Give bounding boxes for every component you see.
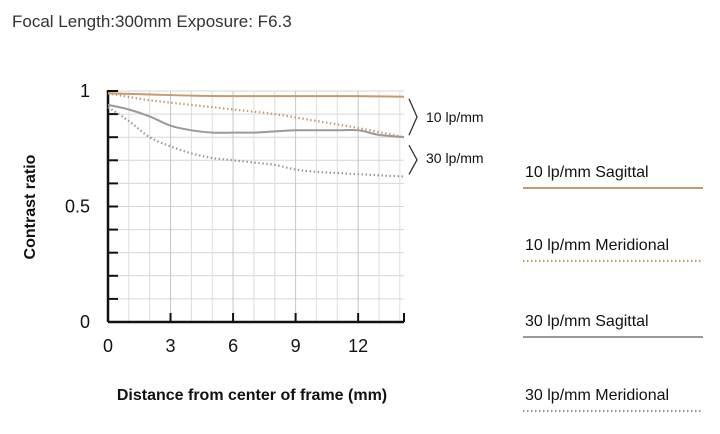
series-line-10-lp-mm-meridional <box>107 92 405 139</box>
x-tick-label: 0 <box>103 336 113 356</box>
group-label-10-lpmm: 10 lp/mm <box>426 109 484 125</box>
x-tick-label: 6 <box>228 336 238 356</box>
frequency-group-labels: 10 lp/mm 30 lp/mm <box>408 98 484 175</box>
legend-label: 30 lp/mm Sagittal <box>525 313 649 330</box>
axes <box>106 90 405 324</box>
x-tick-label: 12 <box>348 336 368 356</box>
series-line-10-lp-mm-sagittal <box>107 92 405 98</box>
legend-label: 10 lp/mm Meridional <box>525 237 669 254</box>
grid <box>108 90 404 322</box>
y-tick-label: 0.5 <box>65 197 90 217</box>
y-tick-label: 0 <box>80 312 90 332</box>
group-label-30-lpmm: 30 lp/mm <box>426 150 484 166</box>
chart-title: Focal Length:300mm Exposure: F6.3 <box>12 12 292 31</box>
series-line-30-lp-mm-sagittal <box>107 103 405 139</box>
legend-item-10-lp-mm-meridional: 10 lp/mm Meridional <box>523 237 703 263</box>
x-tick-label: 9 <box>291 336 301 356</box>
legend-label: 10 lp/mm Sagittal <box>525 164 649 181</box>
y-tick-label: 1 <box>80 81 90 101</box>
x-tick-label: 3 <box>166 336 176 356</box>
bracket-30-lpmm <box>408 144 418 175</box>
legend-item-10-lp-mm-sagittal: 10 lp/mm Sagittal <box>523 164 703 189</box>
tick-labels: 0 0.5 1 0 3 6 9 12 <box>65 81 368 356</box>
x-axis-label: Distance from center of frame (mm) <box>117 387 387 404</box>
legend-item-30-lp-mm-sagittal: 30 lp/mm Sagittal <box>523 313 703 338</box>
legend-label: 30 lp/mm Meridional <box>525 387 669 404</box>
series-lines <box>107 92 405 178</box>
legend: 10 lp/mm Sagittal 10 lp/mm Meridional 30 l… <box>523 164 703 413</box>
y-axis-label: Contrast ratio <box>22 154 39 259</box>
bracket-10-lpmm <box>408 98 418 136</box>
legend-item-30-lp-mm-meridional: 30 lp/mm Meridional <box>523 387 703 413</box>
